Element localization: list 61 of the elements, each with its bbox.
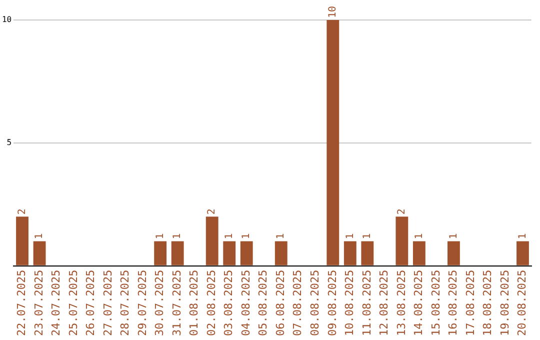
bar (240, 241, 253, 266)
x-tick-label: 16.08.2025 (446, 270, 460, 336)
x-tick-label: 02.08.2025 (204, 270, 218, 336)
x-tick-label: 01.08.2025 (188, 270, 201, 336)
bar (516, 241, 529, 266)
x-tick-label: 14.08.2025 (412, 270, 426, 336)
x-tick-label: 30.07.2025 (153, 270, 166, 336)
x-tick-label: 20.08.2025 (516, 270, 529, 336)
x-tick-label: 31.07.2025 (170, 270, 184, 336)
x-tick-label: 04.08.2025 (239, 270, 252, 336)
x-tick-label: 10.08.2025 (343, 270, 356, 336)
x-tick-label: 19.08.2025 (498, 270, 512, 336)
x-tick-label: 25.07.2025 (66, 270, 80, 336)
x-tick-label: 17.08.2025 (464, 270, 477, 336)
data-label: 1 (517, 233, 528, 240)
bar (171, 241, 184, 266)
x-tick-label: 03.08.2025 (222, 270, 236, 336)
x-tick-label: 15.08.2025 (429, 270, 442, 336)
x-tick-label: 18.08.2025 (481, 270, 494, 336)
x-tick-label: 29.07.2025 (136, 270, 149, 336)
y-tick-label: 5 (6, 138, 12, 147)
bar (447, 241, 460, 266)
x-tick-label: 13.08.2025 (394, 270, 408, 336)
data-label: 1 (362, 233, 374, 240)
x-tick-label: 22.07.2025 (15, 270, 28, 336)
data-label: 10 (327, 6, 338, 18)
data-label: 1 (224, 233, 235, 240)
bar (33, 241, 46, 266)
x-tick-label: 07.08.2025 (291, 270, 304, 336)
x-tick-label: 12.08.2025 (378, 270, 391, 336)
data-label: 1 (154, 233, 166, 240)
data-label: 1 (172, 233, 184, 240)
data-label: 2 (206, 208, 218, 215)
bar (344, 241, 356, 266)
data-label: 1 (276, 233, 287, 240)
data-label: 1 (344, 233, 356, 240)
bar (16, 216, 28, 266)
bar (396, 216, 408, 266)
data-label: 1 (34, 233, 46, 240)
x-tick-label: 27.07.2025 (101, 270, 114, 336)
bar (223, 241, 236, 266)
data-label: 2 (16, 208, 28, 215)
bar (326, 20, 340, 266)
bar (274, 241, 288, 266)
bar (412, 241, 426, 266)
x-tick-label: 28.07.2025 (118, 270, 132, 336)
x-tick-label: 11.08.2025 (360, 270, 374, 336)
x-tick-label: 26.07.2025 (84, 270, 98, 336)
x-tick-label: 08.08.2025 (308, 270, 322, 336)
bar (206, 216, 218, 266)
x-tick-label: 06.08.2025 (274, 270, 287, 336)
x-tick-label: 09.08.2025 (326, 270, 339, 336)
bar (154, 241, 167, 266)
x-tick-label: 23.07.2025 (32, 270, 46, 336)
x-tick-label: 24.07.2025 (50, 270, 63, 336)
x-tick-label: 05.08.2025 (256, 270, 270, 336)
data-label: 1 (414, 233, 425, 240)
data-label: 1 (241, 233, 252, 240)
bar (361, 241, 374, 266)
data-label: 1 (448, 233, 460, 240)
data-label: 2 (396, 208, 408, 215)
